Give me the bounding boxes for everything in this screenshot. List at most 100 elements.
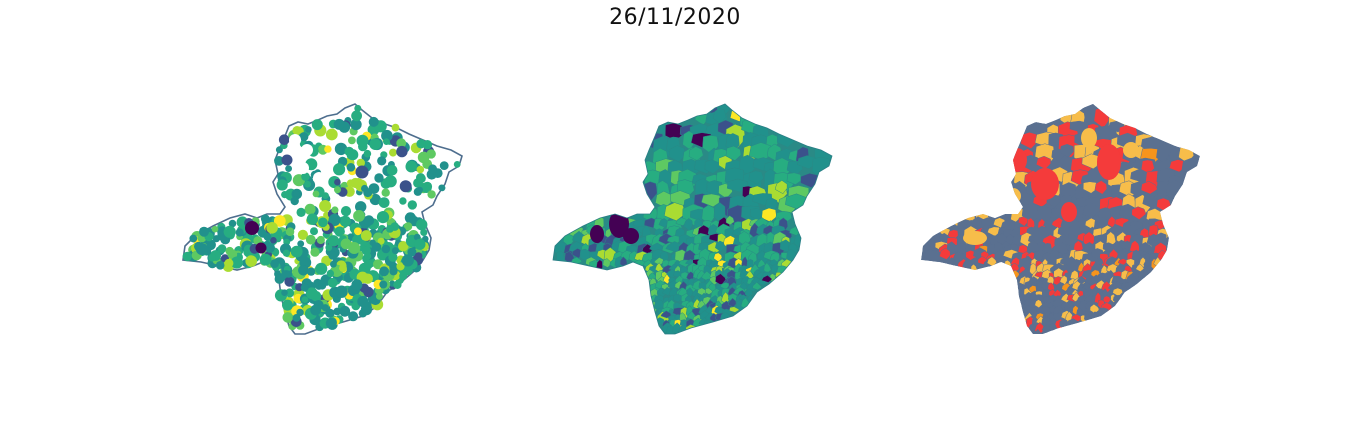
municipality-bubble [301,172,310,181]
municipality-bubble [333,163,346,176]
municipality-bubble [276,179,288,191]
municipality-bubble [363,149,372,158]
municipality-bubble [270,237,277,244]
municipality-region [1123,142,1139,158]
municipality-bubble [378,197,390,209]
municipality-bubble [381,129,393,142]
municipality-bubble [363,215,375,226]
municipality-bubble [274,156,284,166]
municipality-bubble [315,262,328,275]
municipality-bubble [281,191,289,199]
municipality-bubble [217,244,227,254]
municipality-bubble [334,142,348,156]
municipality-bubble [356,158,365,168]
municipality-region [761,275,772,283]
municipality-bubble [195,243,209,256]
municipality-region [748,170,764,185]
municipality-bubble [363,260,373,270]
municipality-bubble [386,225,394,233]
municipality-bubble [270,259,279,268]
municipality-bubble [292,314,301,322]
municipality-bubble [422,181,433,192]
municipality-bubble [414,252,423,260]
municipality-bubble [416,186,423,194]
municipality-bubble [393,280,402,289]
municipality-bubble [305,287,318,300]
municipality-bubble [350,118,362,131]
municipality-bubble [318,217,328,228]
municipality-region [752,281,762,291]
municipality-bubble [334,226,345,237]
municipality-region [712,107,727,124]
municipality-bubble [265,242,275,253]
municipality-bubble [350,177,361,189]
municipality-region [713,252,723,263]
municipality-bubble [285,288,295,298]
municipality-bubble [396,262,405,271]
municipality-bubble [285,165,292,173]
municipality-bubble [379,280,388,289]
municipality-region [1098,307,1110,320]
municipality-bubble [428,164,438,174]
viridis-choropleth-panel [552,103,833,335]
municipality-region [713,202,726,224]
municipality-region [986,256,997,267]
municipality-bubble [189,234,198,243]
municipality-bubble [333,118,345,130]
municipality-bubble [208,253,216,262]
municipality-bubble [305,234,316,245]
municipality-bubble [391,123,400,132]
municipality-bubble [259,253,272,266]
municipality-bubble [383,138,390,145]
municipality-bubble [348,136,356,145]
municipality-bubble [398,241,409,252]
municipality-region [619,256,628,268]
municipality-region [641,243,653,255]
municipality-bubble [333,307,342,316]
municipality-bubble [399,197,407,205]
municipality-bubble [281,154,293,166]
municipality-bubble [266,222,278,234]
municipality-bubble [331,206,339,214]
municipality-region [683,218,693,232]
municipality-region [719,282,730,290]
municipality-bubble [384,175,397,188]
municipality-bubble [299,132,309,142]
municipality-bubble [290,196,299,206]
municipality-bubble [396,138,407,149]
municipality-bubble [388,252,398,262]
municipality-bubble [363,188,373,198]
municipality-region [1059,144,1074,158]
municipality-bubble [355,201,367,213]
municipality-bubble [327,235,340,247]
municipality-bubble [319,200,332,212]
municipality-region [688,146,704,161]
municipality-bubble [369,193,381,206]
municipality-bubble [427,190,436,199]
municipality-bubble [310,304,321,316]
municipality-bubble [401,254,414,267]
municipality-bubble [273,215,286,227]
municipality-bubble [230,256,243,269]
municipality-bubble [381,244,391,254]
empty-area [297,162,309,174]
municipality-region [590,225,604,243]
municipality-bubble [325,244,333,252]
empty-area [289,134,301,146]
municipality-bubble [304,203,316,215]
municipality-region [774,180,788,195]
municipality-region [1007,148,1027,172]
municipality-bubble [199,226,209,237]
municipality-region [1005,188,1021,204]
municipality-bubble [374,173,384,183]
municipality-region [1097,144,1121,180]
municipality-bubble [340,206,352,217]
municipality-bubble [417,174,426,183]
municipality-region [727,297,737,308]
municipality-bubble [297,229,308,240]
municipality-bubble [290,245,303,258]
municipality-bubble [375,292,383,300]
municipality-bubble [346,163,356,172]
municipality-bubble [330,260,337,268]
figure-title: 26/11/2020 [609,5,741,30]
